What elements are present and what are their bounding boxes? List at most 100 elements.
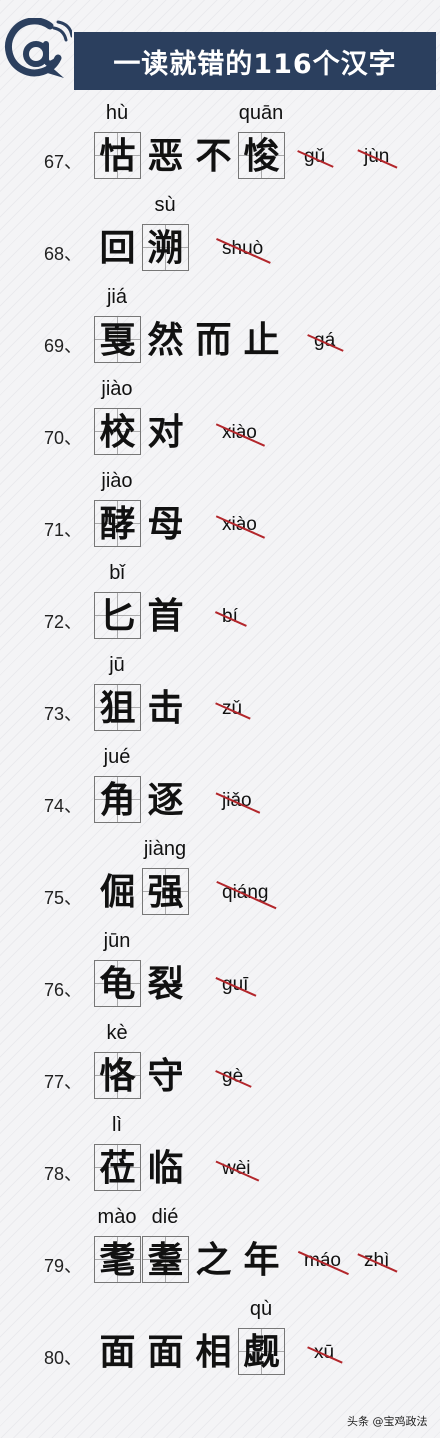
incorrect-pinyin: shuò xyxy=(222,238,264,259)
word-row: 78、莅临 lì wèi xyxy=(0,1112,440,1204)
character: 不 xyxy=(195,134,232,177)
item-number: 67、 xyxy=(44,152,83,172)
word-row: 73、狙击 jū zǔ xyxy=(0,652,440,744)
correct-pinyin: jué xyxy=(103,746,131,768)
character: 相 xyxy=(195,1330,232,1373)
target-character: 匕 xyxy=(94,592,141,639)
character: 临 xyxy=(147,1146,184,1189)
correct-pinyin: jiá xyxy=(106,286,127,308)
header: 一读就错的116个汉字 xyxy=(0,0,440,92)
correct-pinyin: quān xyxy=(238,102,284,124)
target-character: 狙 xyxy=(94,684,141,731)
word-row: 70、校对 jiào xiào xyxy=(0,376,440,468)
item-number: 74、 xyxy=(44,796,83,816)
item-number: 76、 xyxy=(44,980,83,1000)
character: 母 xyxy=(147,502,184,545)
character: 倔 xyxy=(99,870,136,913)
incorrect-pinyin: bí xyxy=(222,606,238,627)
character: 回 xyxy=(99,226,136,269)
character: 击 xyxy=(147,686,184,729)
title-banner: 一读就错的116个汉字 xyxy=(74,32,436,90)
correct-pinyin: hù xyxy=(105,102,129,124)
incorrect-pinyin: jiǎo xyxy=(222,790,252,811)
correct-pinyin: jū xyxy=(109,654,125,676)
word-row: 74、角逐 jué jiǎo xyxy=(0,744,440,836)
character: 恶 xyxy=(147,134,184,177)
incorrect-pinyin: gè xyxy=(222,1066,244,1087)
word-row: 76、龟裂 jūn guī xyxy=(0,928,440,1020)
target-character: 角 xyxy=(94,776,141,823)
word-row: 80、面面相觑 qù xū xyxy=(0,1296,440,1388)
incorrect-pinyin: zǔ xyxy=(222,698,243,719)
item-number: 75、 xyxy=(44,888,83,908)
correct-pinyin: bǐ xyxy=(109,562,125,584)
item-number: 69、 xyxy=(44,336,83,356)
item-number: 68、 xyxy=(44,244,83,264)
word-row: 68、回溯 sù shuò xyxy=(0,192,440,284)
correct-pinyin: jiàng xyxy=(143,838,187,860)
correct-pinyin: jiào xyxy=(101,378,133,400)
item-number: 77、 xyxy=(44,1072,83,1092)
character: 逐 xyxy=(147,778,184,821)
incorrect-pinyin: jùn xyxy=(364,146,390,167)
item-number: 78、 xyxy=(44,1164,83,1184)
word-row: 72、匕首 bǐ bí xyxy=(0,560,440,652)
incorrect-pinyin: gǔ xyxy=(304,146,326,167)
word-row: 69、戛然而止 jiá gá xyxy=(0,284,440,376)
target-character: 觑 xyxy=(238,1328,285,1375)
item-number: 79、 xyxy=(44,1256,83,1276)
word-row: 75、倔强 jiàng qiáng xyxy=(0,836,440,928)
correct-pinyin: dié xyxy=(151,1206,179,1228)
word-row: 77、恪守 kè gè xyxy=(0,1020,440,1112)
watermark: 头条 @宝鸡政法 xyxy=(347,1415,428,1428)
target-character: 校 xyxy=(94,408,141,455)
item-number: 80、 xyxy=(44,1348,83,1368)
word-row: 79、耄耋之年 mào dié máo zhì xyxy=(0,1204,440,1296)
target-character: 恪 xyxy=(94,1052,141,1099)
character: 之 xyxy=(195,1238,232,1281)
target-character: 龟 xyxy=(94,960,141,1007)
character: 而 xyxy=(195,318,232,361)
character: 守 xyxy=(147,1054,184,1097)
word-row: 71、酵母 jiào xiào xyxy=(0,468,440,560)
target-character: 强 xyxy=(142,868,189,915)
correct-pinyin: qù xyxy=(249,1298,273,1320)
target-character: 耋 xyxy=(142,1236,189,1283)
correct-pinyin: jiào xyxy=(101,470,133,492)
word-row: 67、怙恶不悛 hù quān gǔ jùn xyxy=(0,100,440,192)
character: 年 xyxy=(243,1238,280,1281)
character: 裂 xyxy=(147,962,184,1005)
item-number: 70、 xyxy=(44,428,83,448)
incorrect-pinyin: xiào xyxy=(222,514,257,535)
at-speech-icon xyxy=(5,18,72,78)
character: 对 xyxy=(147,410,184,453)
correct-pinyin: kè xyxy=(106,1022,128,1044)
target-character: 怙 xyxy=(94,132,141,179)
item-number: 73、 xyxy=(44,704,83,724)
target-character: 酵 xyxy=(94,500,141,547)
incorrect-pinyin: gá xyxy=(314,330,336,351)
target-character: 溯 xyxy=(142,224,189,271)
item-number: 71、 xyxy=(44,520,83,540)
correct-pinyin: lì xyxy=(112,1114,122,1136)
character: 止 xyxy=(243,318,280,361)
character: 面 xyxy=(99,1330,136,1373)
character: 然 xyxy=(147,318,184,361)
character: 首 xyxy=(147,594,184,637)
incorrect-pinyin: xiào xyxy=(222,422,257,443)
target-character: 耄 xyxy=(94,1236,141,1283)
character: 面 xyxy=(147,1330,184,1373)
target-character: 悛 xyxy=(238,132,285,179)
incorrect-pinyin: zhì xyxy=(364,1250,390,1271)
incorrect-pinyin: wèi xyxy=(222,1158,251,1179)
incorrect-pinyin: qiáng xyxy=(222,882,269,903)
page-title: 一读就错的116个汉字 xyxy=(113,48,397,80)
item-number: 72、 xyxy=(44,612,83,632)
target-character: 戛 xyxy=(94,316,141,363)
incorrect-pinyin: xū xyxy=(314,1342,335,1363)
correct-pinyin: sù xyxy=(154,194,176,216)
incorrect-pinyin: máo xyxy=(304,1250,341,1271)
correct-pinyin: mào xyxy=(97,1206,137,1228)
target-character: 莅 xyxy=(94,1144,141,1191)
correct-pinyin: jūn xyxy=(103,930,131,952)
